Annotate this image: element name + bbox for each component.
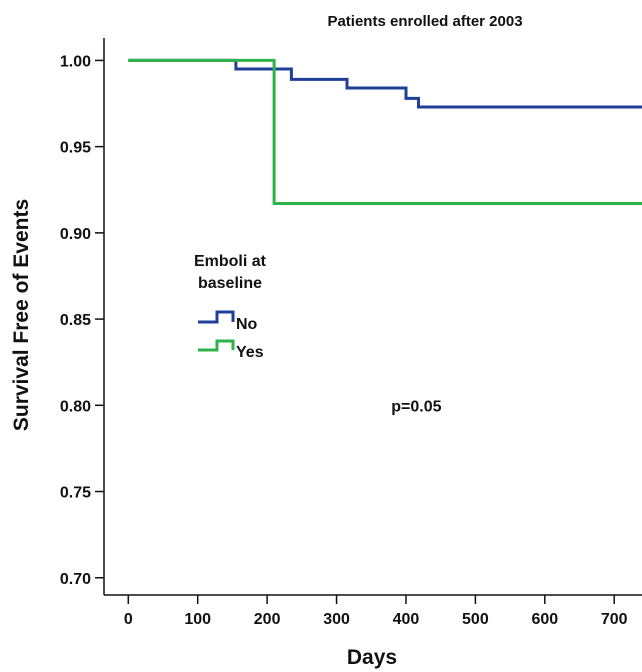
series-group <box>128 58 642 205</box>
series-line-yes <box>128 58 642 205</box>
x-tick-label: 700 <box>601 611 628 628</box>
y-tick-label: 0.85 <box>60 312 91 329</box>
x-ticks: 0 100 200 300 400 500 600 700 <box>124 595 628 628</box>
legend-label-no: No <box>236 316 258 333</box>
x-tick-label: 400 <box>393 611 420 628</box>
y-tick-label: 0.75 <box>60 485 91 502</box>
legend: Emboli at baseline No Yes <box>194 253 267 361</box>
x-tick-label: 100 <box>184 611 211 628</box>
x-tick-label: 600 <box>531 611 558 628</box>
x-tick-label: 300 <box>323 611 350 628</box>
y-tick-label: 0.80 <box>60 398 91 415</box>
legend-title-line-1: Emboli at <box>194 253 267 270</box>
legend-swatch-yes <box>198 339 235 352</box>
legend-swatch-no <box>198 310 235 324</box>
chart-title: Patients enrolled after 2003 <box>327 13 522 30</box>
y-ticks: 0.70 0.75 0.80 0.85 0.90 0.95 1.00 <box>60 53 104 588</box>
legend-title-line-2: baseline <box>198 275 262 292</box>
y-tick-label: 1.00 <box>60 53 91 70</box>
p-value-annotation: p=0.05 <box>391 398 441 415</box>
x-axis-title: Days <box>347 646 397 669</box>
y-tick-label: 0.95 <box>60 140 91 157</box>
x-tick-label: 500 <box>462 611 489 628</box>
y-tick-label: 0.70 <box>60 571 91 588</box>
series-line-no <box>128 58 642 109</box>
y-axis-title: Survival Free of Events <box>10 199 33 431</box>
y-tick-label: 0.90 <box>60 226 91 243</box>
x-tick-label: 200 <box>254 611 281 628</box>
legend-label-yes: Yes <box>236 344 264 361</box>
axes <box>103 38 642 596</box>
x-tick-label: 0 <box>124 611 133 628</box>
